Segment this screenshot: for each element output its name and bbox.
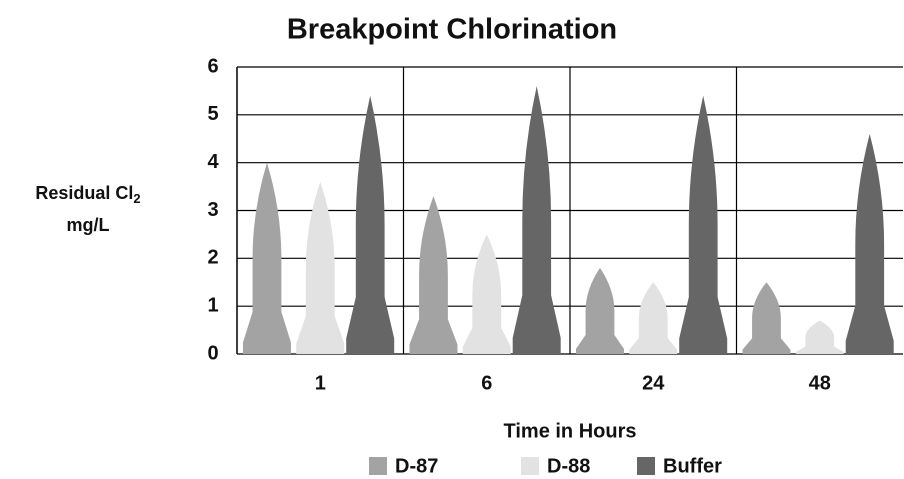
legend-swatch (369, 457, 387, 475)
y-axis-label-line2: mg/L (67, 215, 110, 235)
y-tick-label: 3 (207, 199, 218, 221)
legend-label: Buffer (663, 455, 722, 477)
rocket-bar (296, 181, 345, 354)
chart-title: Breakpoint Chlorination (287, 14, 617, 46)
rocket-bar (845, 133, 894, 354)
rocket-bar (346, 95, 395, 354)
rocket-bar (575, 267, 624, 354)
y-tick-label: 4 (207, 151, 219, 173)
legend-swatch (521, 457, 539, 475)
x-tick-label: 1 (315, 372, 326, 394)
y-tick-label: 2 (207, 247, 218, 269)
legend-label: D-88 (547, 455, 590, 477)
y-tick-label: 0 (207, 342, 218, 364)
rocket-bar (462, 234, 511, 354)
legend-swatch (637, 457, 655, 475)
rocket-bar (512, 86, 561, 354)
rocket-bar (629, 282, 678, 354)
rocket-bar (409, 196, 458, 354)
legend-label: D-87 (395, 455, 438, 477)
rocket-bar (242, 162, 291, 354)
x-axis-label: Time in Hours (504, 420, 637, 442)
rocket-bar (679, 95, 728, 354)
y-tick-label: 1 (207, 294, 218, 316)
x-tick-label: 48 (809, 372, 831, 394)
y-tick-label: 5 (207, 103, 218, 125)
x-tick-label: 24 (642, 372, 665, 394)
rocket-bar (742, 282, 791, 354)
rocket-bar (795, 320, 844, 354)
y-tick-label: 6 (207, 55, 218, 77)
y-axis-label: Residual Cl2 (35, 183, 140, 207)
y-label-subscript: 2 (133, 191, 140, 206)
y-label-text: Residual Cl (35, 183, 133, 203)
x-tick-label: 6 (481, 372, 492, 394)
